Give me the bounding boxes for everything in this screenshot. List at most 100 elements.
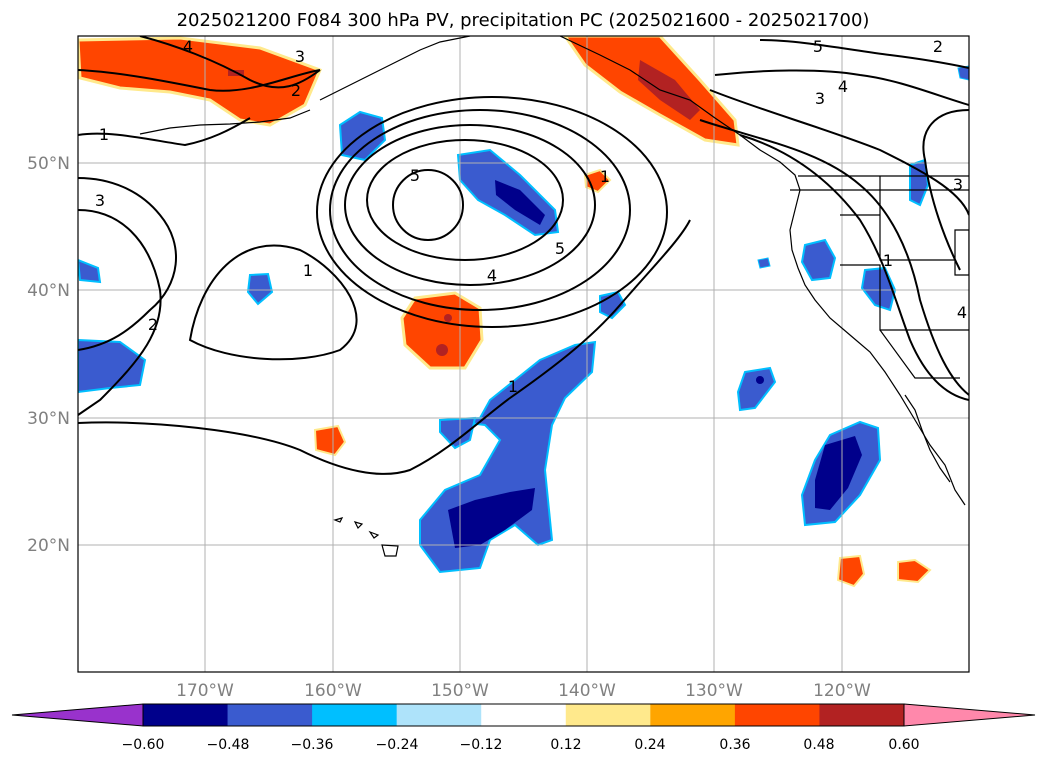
pv-contour-2-west (78, 209, 162, 416)
precip-neg-west-edge (78, 338, 147, 394)
pv-contour-1-south (78, 219, 691, 475)
lon-label: 170°W (176, 681, 234, 701)
lon-label: 120°W (813, 681, 871, 701)
longitude-labels: 170°W 160°W 150°W 140°W 130°W 120°W (176, 681, 871, 701)
colorbar-over-triangle (903, 703, 1036, 727)
contour-label: 2 (933, 37, 943, 56)
contour-label: 1 (508, 377, 518, 396)
negative-precip-shading (78, 65, 969, 574)
pv-contour-2 (316, 96, 668, 328)
precip-neg-idaho (909, 158, 930, 207)
contour-label: 5 (555, 239, 565, 258)
colorbar-tick: −0.60 (122, 737, 165, 753)
colorbar-bin (312, 704, 398, 726)
contour-label: 3 (295, 47, 305, 66)
precip-neg-long-band-core (448, 488, 535, 548)
precip-core-central-pacific (436, 344, 448, 356)
colorbar-tick: −0.24 (376, 737, 419, 753)
contour-label: 2 (148, 315, 158, 334)
pv-contour-2-northwest (78, 69, 321, 92)
colorbar-ticks: −0.60 −0.48 −0.36 −0.24 −0.12 0.12 0.24 … (122, 737, 920, 753)
map-frame (77, 35, 970, 673)
colorbar-bins (143, 704, 905, 726)
colorbar-bin (734, 704, 820, 726)
contour-label: 4 (487, 266, 497, 285)
precip-neg-offshore (736, 366, 777, 412)
contour-label: 1 (600, 167, 610, 186)
colorbar-tick: 0.36 (719, 737, 750, 753)
colorbar-under-triangle (11, 703, 144, 727)
coastlines (139, 36, 969, 557)
precip-neg-offshore-core (756, 376, 764, 384)
lat-label: 20°N (27, 536, 70, 556)
lon-label: 160°W (304, 681, 362, 701)
precip-patch-baja-1 (836, 554, 866, 588)
precip-neg-west-top (78, 258, 102, 284)
contour-label: 4 (957, 303, 967, 322)
colorbar-bin (396, 704, 482, 726)
map-gridlines (78, 36, 969, 672)
positive-precip-shading (78, 36, 932, 588)
contour-label: 3 (815, 89, 825, 108)
colorbar-bin (650, 704, 736, 726)
colorbar-tick: −0.12 (460, 737, 503, 753)
colorbar-bin (227, 704, 313, 726)
latitude-labels: 50°N 40°N 30°N 20°N (27, 154, 70, 556)
lon-label: 130°W (685, 681, 743, 701)
contour-label: 5 (813, 37, 823, 56)
precip-neg-tiny-1 (757, 257, 771, 269)
contour-label: 1 (883, 251, 893, 270)
contour-label: 5 (410, 166, 420, 185)
colorbar-bin (481, 704, 567, 726)
contour-label: 3 (953, 175, 963, 194)
precip-patch-central-pacific (400, 291, 484, 370)
contour-label: 3 (95, 191, 105, 210)
pv-contour-1-west (188, 244, 358, 361)
map-panel: 4 3 2 1 3 1 2 5 4 5 1 1 5 4 3 3 2 1 4 (78, 36, 969, 672)
colorbar: −0.60 −0.48 −0.36 −0.24 −0.12 0.12 0.24 … (11, 703, 1036, 753)
precip-core-bc-coast (638, 60, 700, 120)
colorbar-tick: −0.48 (207, 737, 250, 753)
pv-contour-1-northwest (78, 117, 251, 147)
colorbar-bin (819, 704, 905, 726)
pv-contour-east-2 (699, 119, 969, 396)
precip-neg-baja-core (815, 436, 862, 510)
lon-label: 140°W (558, 681, 616, 701)
colorbar-tick: 0.48 (803, 737, 834, 753)
figure-title: 2025021200 F084 300 hPa PV, precipitatio… (177, 10, 870, 31)
contour-label: 4 (183, 37, 193, 56)
pv-contour-top-left-4 (139, 36, 321, 89)
pv-contour-4 (344, 124, 596, 286)
pv-contour-east-3 (709, 89, 969, 216)
lat-label: 30°N (27, 409, 70, 429)
contour-label: 1 (303, 261, 313, 280)
precip-neg-small-1 (246, 272, 274, 306)
colorbar-outline (142, 703, 905, 727)
pv-contour-3-west (78, 177, 177, 351)
pv-contour-east-inner (922, 109, 969, 271)
pv-contour-5-inner (392, 169, 464, 241)
precip-neg-california (800, 238, 837, 282)
pv-contour-5 (366, 139, 564, 261)
precip-neg-northwest (338, 110, 387, 162)
precip-small-core (444, 314, 452, 322)
colorbar-bin (143, 704, 229, 726)
colorbar-tick: 0.12 (550, 737, 581, 753)
pv-contour-east-1 (739, 134, 969, 401)
colorbar-bin (565, 704, 651, 726)
precip-patch-baja-2 (897, 558, 932, 584)
contour-label: 1 (99, 125, 109, 144)
pv-contour-3 (329, 109, 631, 311)
lon-label: 150°W (431, 681, 489, 701)
colorbar-tick: 0.24 (634, 737, 665, 753)
pv-contours (78, 36, 969, 475)
lat-label: 40°N (27, 281, 70, 301)
contour-label: 4 (838, 77, 848, 96)
precip-patch-west-south (313, 424, 347, 457)
lat-label: 50°N (27, 154, 70, 174)
precip-neg-central-north-core (495, 180, 545, 225)
contour-label: 2 (291, 81, 301, 100)
pv-contour-east-5 (759, 39, 969, 69)
colorbar-tick: 0.60 (888, 737, 919, 753)
